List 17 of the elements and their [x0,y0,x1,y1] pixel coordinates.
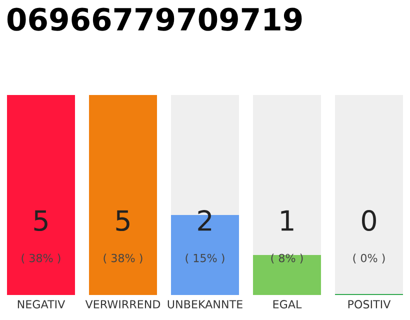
annotation: ( 38% ) [22,254,60,264]
data-label: 0 [362,210,376,232]
x-tick-label: NEGATIV [18,300,66,308]
chart-title: 06966779709719 [7,8,302,31]
bar [253,255,321,295]
data-label: 2 [198,210,212,231]
annotation: ( 15% ) [186,254,224,264]
x-tick-label: UNBEKANNTE [168,300,242,308]
annotation: ( 8% ) [271,254,303,264]
data-label: 1 [281,210,294,231]
data-label: 5 [116,210,130,232]
x-tick-label: EGAL [273,300,302,308]
x-tick-label: POSITIV [348,300,391,308]
x-tick-label: VERWIRREND [85,300,160,308]
data-label: 5 [34,210,48,232]
annotation: ( 38% ) [104,254,142,264]
annotation: ( 0% ) [353,254,385,264]
